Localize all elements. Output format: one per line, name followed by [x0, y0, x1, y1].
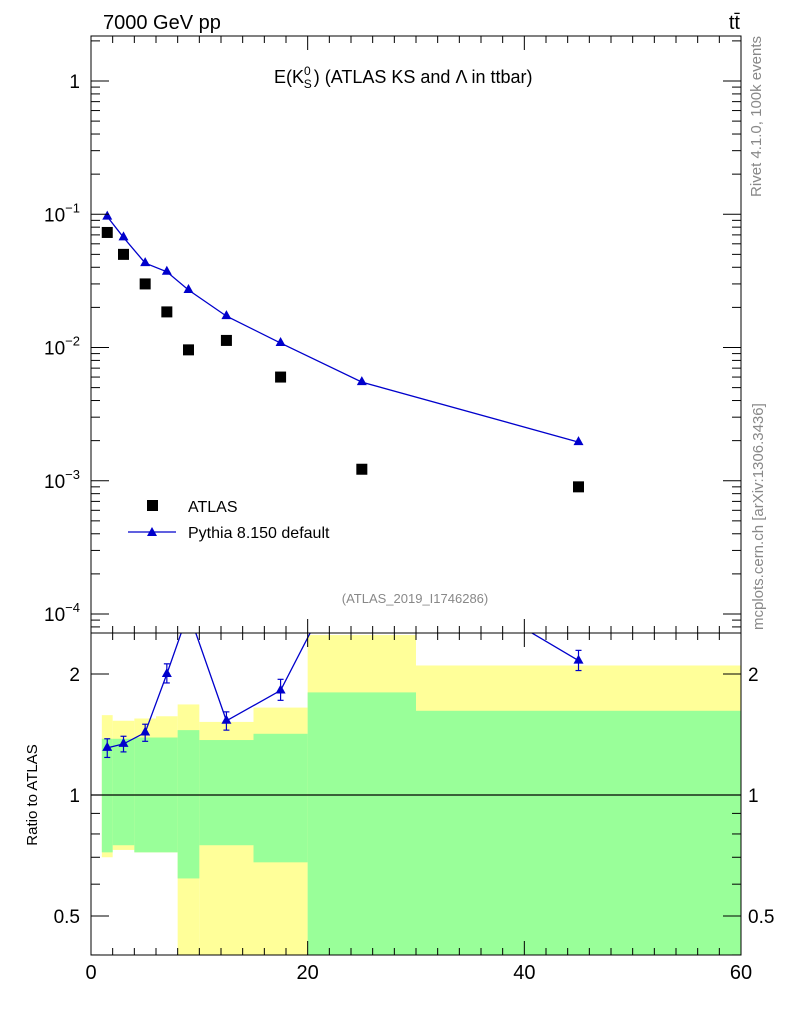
atlas-data-point [220, 334, 232, 346]
legend-atlas-marker [147, 500, 158, 511]
ratio-x-tick-label: 60 [730, 962, 752, 984]
pythia-data-point [275, 337, 286, 347]
atlas-data-point [161, 306, 173, 318]
ratio-pythia-line [107, 633, 579, 749]
rivet-version-label: Rivet 4.1.0, 100k events [748, 36, 765, 197]
pythia-data-point [102, 210, 113, 220]
pythia-data-point [118, 231, 129, 241]
ratio-y-tick-labels: 0.5 0.5 1 1 2 2 [54, 665, 775, 928]
atlas-data-point [101, 226, 113, 238]
ratio-data-point [357, 526, 367, 535]
ratio-x-tick-label: 0 [85, 962, 96, 984]
ratio-panel: 0.5 0.5 1 1 2 2 0 20 40 60 Ratio to ATLAS [24, 526, 775, 984]
main-y-tick-label: 10−2 [44, 334, 80, 360]
main-x-ticks [90, 36, 742, 633]
ratio-green-band [177, 730, 200, 879]
main-panel: 1 10−1 10−2 10−3 10−4 E(K0 S) (ATLAS KS and Λ… [44, 35, 742, 634]
atlas-data-point [183, 344, 194, 356]
ratio-data-point [221, 714, 232, 724]
legend-atlas-label: ATLAS [188, 499, 238, 516]
main-y-tick-label: 10−3 [44, 467, 80, 493]
ratio-y-tick-label: 2 [69, 665, 80, 686]
ratio-y-tick-label: 1 [69, 786, 80, 807]
main-data-layer [101, 210, 584, 493]
ratio-green-band [199, 740, 254, 846]
ratio-data-point [118, 737, 129, 747]
main-frame [90, 35, 742, 634]
ratio-y-tick-label-right: 0.5 [748, 907, 774, 928]
ratio-y-ticks [91, 673, 741, 956]
analysis-id-label: (ATLAS_2019_I1746286) [342, 591, 488, 606]
chart-title: E(K0 S) (ATLAS KS and Λ in ttbar) [274, 64, 533, 91]
pythia-data-point [140, 257, 151, 267]
ratio-x-tick-label: 20 [297, 962, 319, 984]
ratio-green-band [416, 710, 741, 955]
ratio-x-tick-label: 40 [513, 962, 535, 984]
mcplots-source-label: mcplots.cern.ch [arXiv:1306.3436] [750, 403, 767, 630]
header-process-label: tt̄ [729, 12, 741, 34]
ratio-green-band [307, 692, 416, 955]
pythia-data-point [183, 284, 194, 294]
ratio-data-point [102, 741, 113, 751]
legend: ATLAS Pythia 8.150 default [128, 499, 330, 542]
pythia-line [106, 216, 579, 443]
ratio-data-point [161, 668, 172, 677]
atlas-data-point [356, 463, 368, 475]
main-y-tick-labels: 1 10−1 10−2 10−3 10−4 [44, 72, 80, 626]
atlas-data-point [139, 278, 151, 290]
pythia-data-point [573, 436, 584, 446]
main-y-tick-label: 1 [69, 72, 80, 93]
ratio-data-point [573, 654, 584, 664]
atlas-data-point [275, 371, 287, 383]
main-y-tick-label: 10−4 [44, 600, 80, 626]
main-y-ticks [91, 40, 741, 628]
ratio-data-point [275, 684, 286, 694]
legend-pythia-label: Pythia 8.150 default [188, 525, 330, 542]
main-y-tick-label: 10−1 [44, 200, 80, 226]
ratio-data-point [184, 606, 194, 615]
pythia-data-point [356, 376, 367, 386]
ratio-y-axis-label: Ratio to ATLAS [24, 744, 41, 845]
pythia-data-point [161, 265, 172, 275]
header-energy-label: 7000 GeV pp [103, 12, 221, 34]
atlas-data-point [573, 481, 584, 493]
ratio-data-point [140, 726, 151, 736]
ratio-y-tick-label: 0.5 [54, 907, 80, 928]
ratio-x-ticks [90, 633, 742, 955]
pythia-data-point [221, 310, 232, 320]
legend-pythia-marker [147, 527, 157, 536]
ratio-y-tick-label-right: 1 [748, 786, 759, 807]
ratio-data-layer [91, 526, 741, 955]
ratio-green-band [253, 733, 308, 863]
ratio-x-tick-labels: 0 20 40 60 [85, 962, 752, 984]
atlas-data-point [118, 248, 129, 260]
ratio-green-band [112, 738, 135, 846]
ratio-y-tick-label-right: 2 [748, 665, 759, 686]
